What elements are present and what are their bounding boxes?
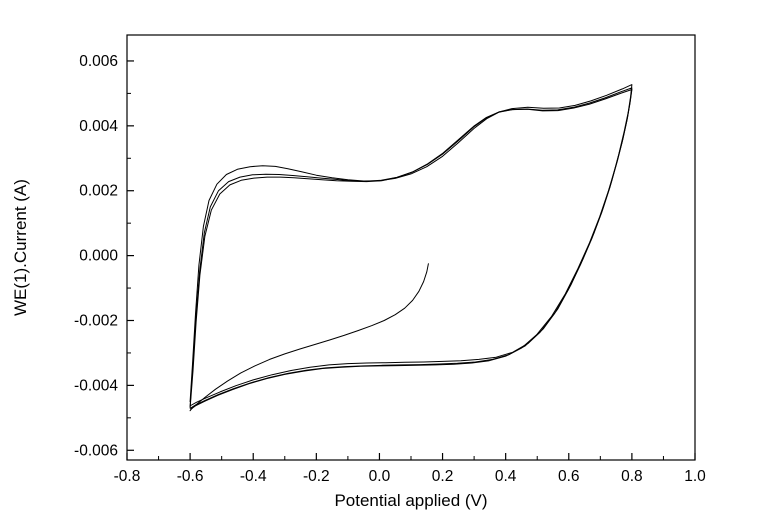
cv-curve-cycle-3 [189, 89, 633, 410]
y-tick-label: 0.006 [79, 53, 118, 70]
cv-curve-cycle-1 [189, 84, 633, 406]
x-tick-label: 0.2 [432, 468, 454, 485]
x-tick-label: 0.6 [558, 468, 580, 485]
y-tick-label: 0.002 [79, 183, 118, 200]
y-tick-label: -0.002 [74, 312, 118, 329]
x-tick-label: 0.8 [621, 468, 643, 485]
x-axis-title: Potential applied (V) [334, 491, 487, 510]
x-tick-label: -0.2 [303, 468, 330, 485]
x-tick-label: 0.4 [495, 468, 517, 485]
cv-curve-initial-scan [189, 263, 429, 412]
y-axis-title: WE(1).Current (A) [11, 179, 30, 316]
x-tick-label: -0.8 [114, 468, 141, 485]
x-tick-label: -0.4 [240, 468, 267, 485]
x-tick-label: 0.0 [369, 468, 391, 485]
y-tick-label: 0.004 [79, 118, 118, 135]
y-tick-label: -0.004 [74, 377, 118, 394]
y-tick-label: 0.000 [79, 248, 118, 265]
y-tick-label: -0.006 [74, 442, 118, 459]
x-tick-label: -0.6 [177, 468, 204, 485]
x-tick-label: 1.0 [684, 468, 706, 485]
